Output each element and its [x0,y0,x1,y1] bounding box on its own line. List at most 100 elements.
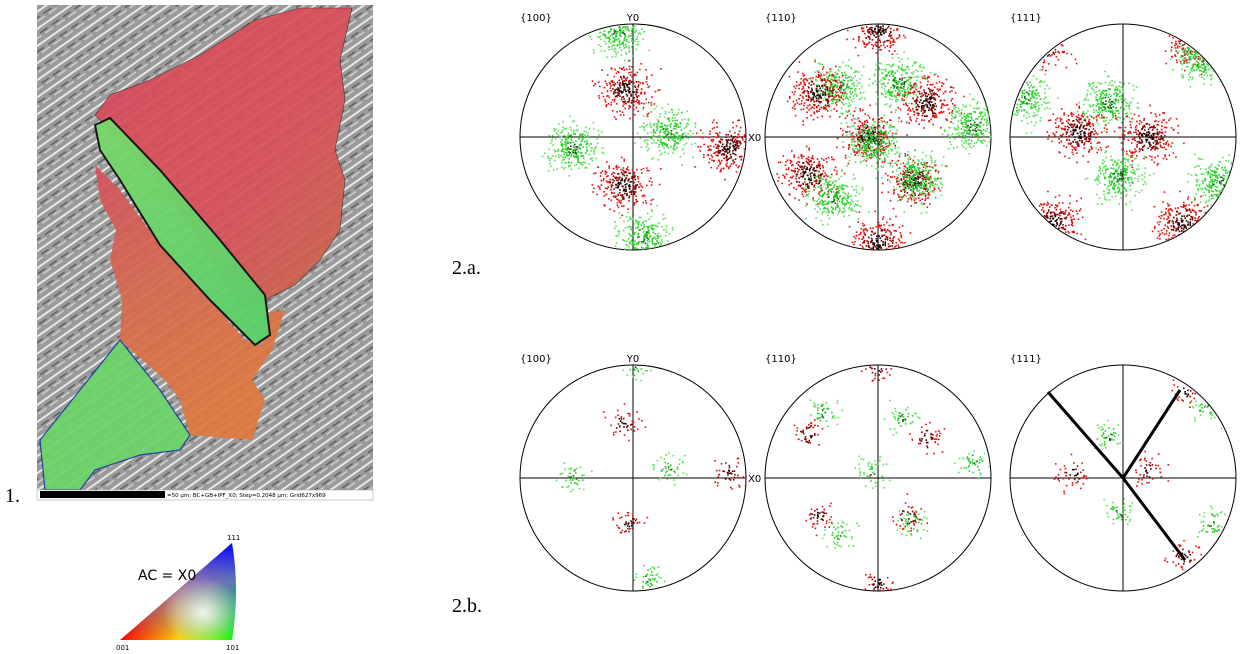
pole-point [726,162,728,165]
pole-point [903,194,906,196]
pole-point [703,143,705,146]
pole-point [832,83,834,86]
pole-point [829,80,831,82]
pole-point [900,120,903,123]
pole-point [854,93,856,95]
pole-point [976,132,979,135]
pole-point [952,122,954,124]
pole-point [925,99,928,101]
pole-point [889,30,892,33]
pole-point [818,90,821,92]
pole-point [829,115,831,118]
pole-point [898,167,901,169]
pole-point [901,74,903,76]
pole-point [734,143,736,146]
pole-point [632,101,635,103]
pole-point [901,82,904,84]
pole-point [807,156,810,158]
pole-point [679,138,681,140]
pole-point [658,131,661,134]
pole-point [596,166,599,168]
pole-point [836,80,838,82]
pole-point [912,163,915,166]
pole-point [880,119,882,122]
pole-point [815,166,818,168]
pole-point [918,170,921,173]
pole-point [892,247,895,250]
ipf-key: AC = X0 111 001 101 [116,534,240,652]
pole-point [870,157,872,159]
pole-point [619,67,621,69]
pole-point [831,100,834,102]
pole-point [613,195,615,197]
pole-point [909,232,912,234]
pole-point [859,108,861,110]
pole-point [908,156,910,158]
pole-point [824,92,826,95]
pole-point [874,151,876,154]
pole-point [586,150,589,152]
pole-point [850,133,853,135]
pole-point [640,241,643,244]
pole-point [820,73,822,75]
pole-point [845,134,848,136]
pole-point [562,156,564,159]
pole-point [1046,55,1049,57]
pole-point [819,194,822,197]
pole-point [864,135,866,137]
pole-point [627,178,630,181]
pole-point [646,78,648,80]
pole-point [1210,78,1212,81]
pole-point [839,116,841,118]
pole-point [801,157,803,159]
pole-point [820,184,822,186]
pole-point [874,121,877,123]
pole-point [727,158,729,160]
pole-point [814,187,817,189]
pole-point [867,30,869,33]
pole-point [977,136,979,138]
pole-point [905,72,908,74]
pole-point [928,102,931,105]
pole-point [903,81,905,84]
pole-point [649,235,652,237]
pole-point [867,131,869,134]
pole-point [573,149,575,151]
pole-point [561,139,563,141]
pole-point [880,79,883,81]
pole-point [1177,51,1179,54]
pole-point [821,211,824,213]
pole-point [875,63,878,66]
pole-point [880,26,882,28]
pole-point [964,140,966,142]
pole-point [874,210,876,213]
pole-point [867,35,869,38]
pole-point [646,225,648,228]
pole-point [815,110,818,112]
pole-point [822,201,825,203]
pole-point [925,103,927,106]
pole-point [815,97,818,99]
pole-point [801,190,804,193]
pole-point [660,243,662,245]
pole-point [600,184,603,186]
pole-point [642,201,645,204]
pole-point [871,231,874,233]
pole-point [883,32,885,35]
pole-point [877,35,880,37]
pole-point [791,91,794,94]
pole-point [556,168,559,170]
pole-point [657,237,659,240]
pole-point [664,243,667,245]
pole-point [818,191,821,193]
pole-point [883,133,886,136]
pole-point [886,103,888,105]
pole-point [876,167,879,170]
pole-point [883,149,886,151]
pole-point [889,148,891,150]
pole-point [818,74,820,77]
pole-point [549,163,551,165]
pole-point [976,134,979,137]
pole-point [623,205,625,207]
pole-point [731,138,734,140]
